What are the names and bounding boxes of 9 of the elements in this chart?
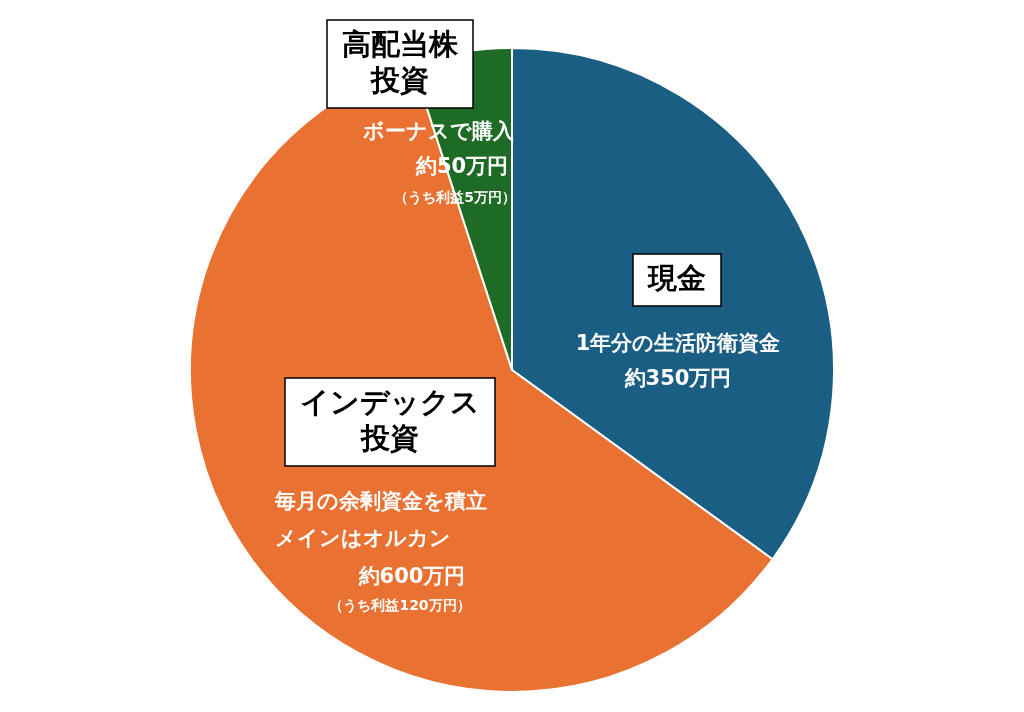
slice-label: 現金 — [647, 260, 706, 295]
text: 毎月の余剰資金を積立 — [274, 489, 487, 514]
text: 1年分の生活防衛資金 — [575, 331, 781, 356]
text: メインはオルカン — [275, 526, 451, 551]
text: 約350万円 — [623, 366, 732, 391]
slice-label: インデックス投資 — [300, 384, 480, 455]
text: （うち利益120万円） — [329, 596, 471, 614]
text: 約600万円 — [357, 564, 466, 589]
slice-label: 高配当株投資 — [342, 26, 459, 97]
